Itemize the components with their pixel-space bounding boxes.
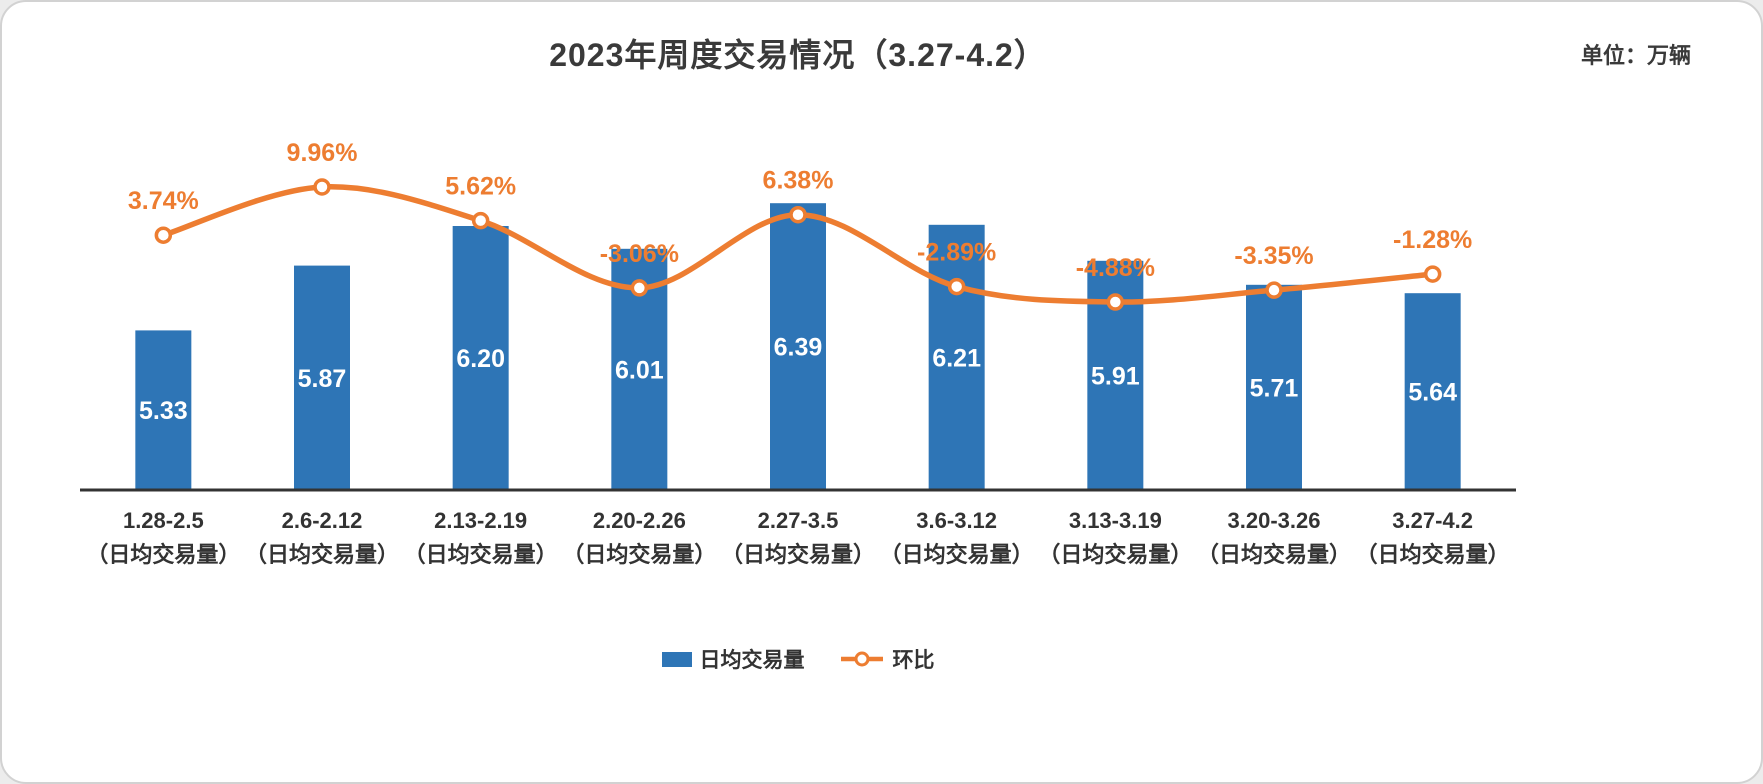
line-point-label: -3.35% <box>1234 242 1313 270</box>
legend-bar-label: 日均交易量 <box>699 649 805 672</box>
line-marker <box>630 279 649 297</box>
chart-title: 2023年周度交易情况（3.27-4.2） <box>549 37 1047 73</box>
bar <box>770 203 826 490</box>
line-point-label: -1.28% <box>1393 226 1472 254</box>
bar-value-label: 5.87 <box>298 365 347 393</box>
x-axis-sublabel: （日均交易量） <box>1197 542 1351 567</box>
line-marker <box>1423 265 1442 283</box>
line-marker <box>313 178 331 196</box>
bar-value-label: 5.33 <box>139 397 188 425</box>
line-point-label: 9.96% <box>287 139 358 167</box>
legend-line-label: 环比 <box>892 649 935 672</box>
legend: 日均交易量 环比 <box>2 644 1594 674</box>
line-point-label: 5.62% <box>445 173 516 201</box>
bar-value-label: 6.01 <box>615 356 664 384</box>
bar <box>928 224 985 491</box>
x-axis-sublabel: （日均交易量） <box>86 542 240 567</box>
x-axis-label: 3.20-3.26 <box>1228 508 1321 533</box>
line-marker <box>1265 281 1283 299</box>
bar-value-label: 6.21 <box>932 344 981 372</box>
bar-value-label: 6.39 <box>774 334 823 362</box>
chart-canvas: 5.33 5.87 6.20 6.01 6.39 6.21 5.91 5.71 5.64 1.28… <box>80 139 1516 567</box>
line-swatch-icon <box>840 651 883 667</box>
line-swatch-marker <box>854 651 869 667</box>
x-axis-sublabel: （日均交易量） <box>721 542 875 567</box>
line-marker <box>1106 293 1125 311</box>
x-axis-label: 3.6-3.12 <box>916 508 997 533</box>
bar <box>452 226 509 490</box>
x-axis-label: 2.6-2.12 <box>282 508 363 533</box>
line-point-label: 3.74% <box>128 187 199 215</box>
bar <box>1404 293 1461 490</box>
x-axis-sublabel: （日均交易量） <box>245 542 399 567</box>
line-marker <box>471 211 490 230</box>
bar <box>1246 284 1302 490</box>
x-axis-label: 3.13-3.19 <box>1069 508 1162 533</box>
chart-header: 2023年周度交易情况（3.27-4.2） <box>2 30 1594 76</box>
x-axis-sublabel: （日均交易量） <box>1356 542 1510 567</box>
line-point-label: -2.89% <box>917 239 996 267</box>
line-point-label: -4.88% <box>1076 254 1155 282</box>
x-axis-sublabel: （日均交易量） <box>404 542 558 567</box>
bar-value-label: 5.91 <box>1091 362 1140 390</box>
legend-item-bar: 日均交易量 <box>661 644 805 674</box>
bar-value-label: 5.64 <box>1408 379 1457 407</box>
bar-value-label: 5.71 <box>1250 374 1299 402</box>
line-marker <box>789 205 807 224</box>
bar-value-label: 6.20 <box>456 345 505 373</box>
x-axis-label: 3.27-4.2 <box>1392 508 1473 533</box>
bar <box>294 265 350 490</box>
x-axis-label: 2.20-2.26 <box>593 508 686 533</box>
line-marker <box>154 226 173 244</box>
bar-swatch-icon <box>661 651 692 667</box>
unit-label: 单位：万辆 <box>1580 43 1691 68</box>
x-axis-sublabel: （日均交易量） <box>1038 542 1192 567</box>
x-axis-label: 2.27-3.5 <box>758 508 839 533</box>
line-point-label: 6.38% <box>763 167 834 195</box>
line-point-label: -3.06% <box>600 240 679 268</box>
x-axis-label: 2.13-2.19 <box>434 508 527 533</box>
x-axis-sublabel: （日均交易量） <box>880 542 1034 567</box>
line-marker <box>947 277 966 296</box>
x-axis-label: 1.28-2.5 <box>123 508 204 533</box>
x-axis-sublabel: （日均交易量） <box>562 542 716 567</box>
bar <box>135 330 192 490</box>
legend-item-line: 环比 <box>839 644 935 674</box>
